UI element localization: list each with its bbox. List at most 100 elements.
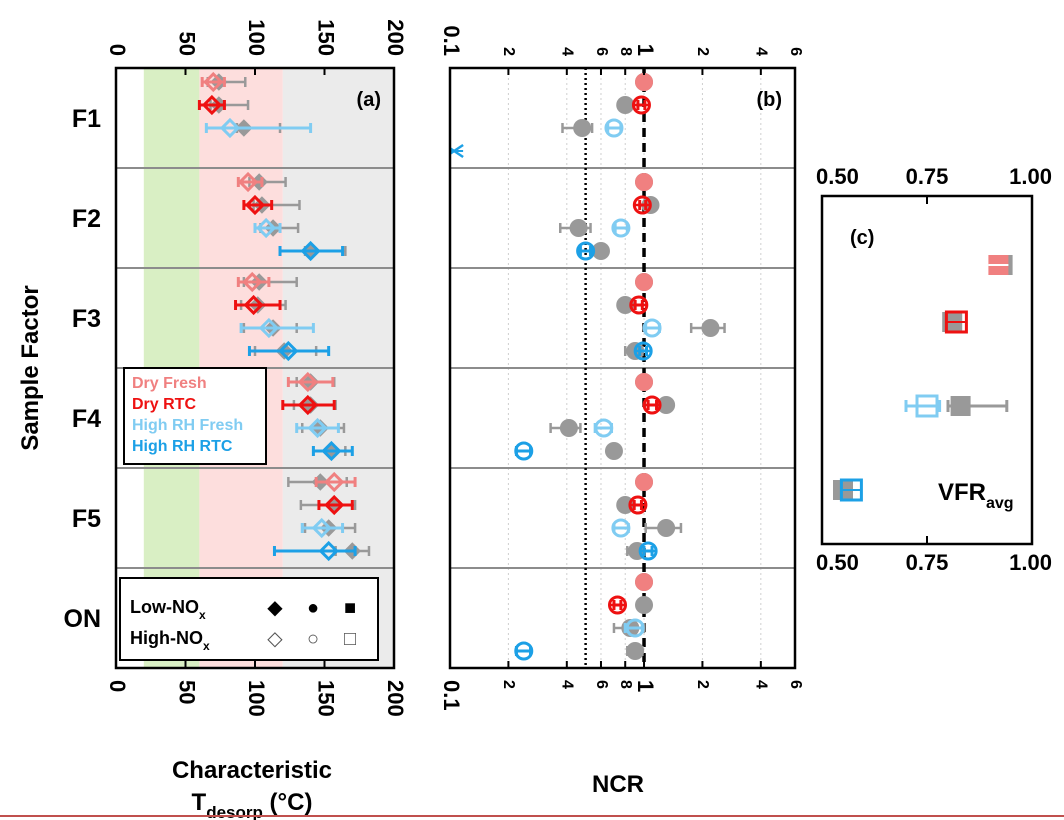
high-nox-marker <box>611 218 631 238</box>
high-nox-marker <box>633 341 653 361</box>
bottom-tick-label: 4 <box>753 680 770 689</box>
high-nox-marker <box>628 495 648 515</box>
high-nox-label: High-NOx <box>130 628 210 653</box>
high-nox-marker <box>297 394 318 416</box>
excluded-marker <box>450 143 464 159</box>
high-nox-marker <box>632 195 652 215</box>
high-nox-marker <box>203 71 224 93</box>
high-nox-errorbar <box>286 377 335 387</box>
high-nox-marker <box>631 95 651 115</box>
high-nox-marker <box>635 73 654 91</box>
high-nox-marker <box>237 171 259 193</box>
high-nox-marker <box>635 273 654 291</box>
top-tick-label: 0 <box>105 44 130 56</box>
high-nox-marker <box>258 317 280 339</box>
low-nox-marker <box>950 396 971 416</box>
low-nox-marker <box>616 296 635 314</box>
high-nox-marker <box>242 271 263 293</box>
high-nox-marker <box>244 194 266 216</box>
high-nox-marker <box>608 595 628 615</box>
high-nox-marker <box>300 240 321 262</box>
high-nox-symbol: ○ <box>307 628 319 650</box>
high-nox-errorbar <box>278 246 345 256</box>
high-nox-marker <box>201 94 223 116</box>
top-tick-label: 50 <box>175 32 200 56</box>
high-nox-errorbar <box>281 400 336 410</box>
top-tick-label: 0.1 <box>439 25 464 56</box>
high-nox-marker <box>915 394 939 418</box>
high-nox-marker <box>514 641 534 661</box>
high-nox-errorbar <box>272 546 357 556</box>
high-nox-errorbar <box>295 423 340 433</box>
high-nox-marker <box>324 471 345 493</box>
high-nox-marker <box>311 517 332 539</box>
high-nox-marker <box>514 441 534 461</box>
high-nox-marker <box>642 318 662 338</box>
low-nox-marker <box>616 96 635 114</box>
high-nox-marker <box>297 371 318 393</box>
low-nox-symbol: ■ <box>344 597 356 619</box>
high-nox-marker <box>635 573 654 591</box>
low-nox-marker <box>604 442 623 460</box>
panel-b-grid <box>450 68 796 668</box>
bottom-tick-label: 6 <box>593 680 610 689</box>
panel-b-frame <box>448 66 797 670</box>
top-tick-label: 0.75 <box>906 164 949 189</box>
high-nox-symbol: □ <box>344 628 356 650</box>
high-nox-marker <box>635 173 654 191</box>
panel-a-points <box>197 71 371 562</box>
top-tick-label: 2 <box>500 47 517 56</box>
high-nox-marker <box>638 541 658 561</box>
high-nox-marker <box>944 310 968 334</box>
low-nox-marker <box>559 419 578 437</box>
factor-label-f2: F2 <box>72 205 101 233</box>
low-nox-symbol: ◆ <box>267 597 283 619</box>
high-nox-marker <box>625 618 645 638</box>
bottom-tick-label: 4 <box>559 680 576 689</box>
bottom-tick-label: 0.75 <box>906 550 949 575</box>
panel-c-tag: (c) <box>850 227 874 249</box>
bottom-tick-label: 1.00 <box>1009 550 1052 575</box>
series-legend-box <box>123 367 267 465</box>
high-nox-marker <box>321 440 342 462</box>
high-nox-marker <box>635 473 654 491</box>
top-tick-label: 0.50 <box>816 164 859 189</box>
high-nox-errorbar <box>314 477 357 487</box>
panel-a: 0 0 50 50 100 100 150 150 200 200 F1 F2 F3 F4 F5 ON (a… <box>64 19 409 820</box>
low-nox-marker <box>701 319 720 337</box>
low-nox-marker <box>657 396 676 414</box>
low-nox-marker <box>591 242 610 260</box>
high-nox-marker <box>576 241 596 261</box>
top-tick-label: 6 <box>593 47 610 56</box>
top-tick-label: 4 <box>559 47 576 56</box>
high-nox-errorbar <box>300 523 345 533</box>
series-legend: Dry Fresh Dry RTC High RH Fresh High RH RTC <box>123 367 267 465</box>
bottom-tick-label: 0.50 <box>816 550 859 575</box>
high-nox-marker <box>219 117 241 139</box>
top-tick-label: 200 <box>383 19 408 56</box>
high-nox-marker <box>255 217 277 239</box>
high-nox-errorbar <box>247 346 331 356</box>
y-axis-title: Sample Factor <box>17 285 44 450</box>
top-tick-label: 4 <box>753 47 770 56</box>
nox-legend: Low-NOx High-NOx ◆ ● ■ ◇ ○ □ <box>119 577 379 661</box>
high-nox-marker <box>594 418 614 438</box>
low-nox-label: Low-NOx <box>130 597 206 622</box>
top-tick-label: 2 <box>694 47 711 56</box>
bottom-tick-label: 100 <box>244 680 269 717</box>
high-nox-marker <box>243 294 264 316</box>
high-nox-symbol: ◇ <box>267 628 283 650</box>
top-tick-label: 6 <box>787 47 804 56</box>
panel-c-ticks: 0.50 0.50 0.75 0.75 1.00 1.00 <box>816 164 1052 575</box>
bottom-tick-label: 50 <box>175 680 200 704</box>
factor-label-f5: F5 <box>72 505 101 533</box>
panel-a-xtitle-line1: Characteristic <box>172 757 332 784</box>
panel-b-xtitle: NCR <box>592 771 644 798</box>
high-nox-marker <box>318 540 339 562</box>
legend-item-highrh-fresh: High RH Fresh <box>132 417 243 434</box>
panel-a-tag: (a) <box>357 89 381 111</box>
low-nox-marker <box>626 642 645 660</box>
low-nox-symbol: ● <box>307 597 319 619</box>
